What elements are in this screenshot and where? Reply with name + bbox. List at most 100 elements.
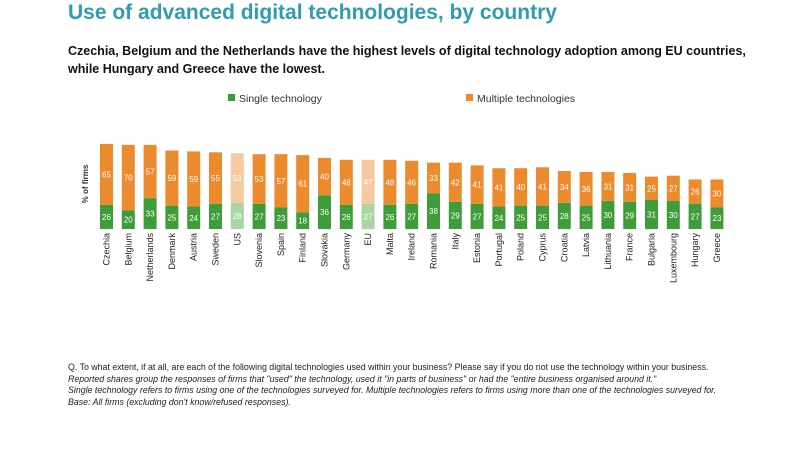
bar-multiple-belgium [121, 144, 135, 211]
label-multiple-malta: 48 [385, 178, 394, 187]
category-label-portugal: Portugal [494, 233, 504, 267]
bar-single-netherlands [143, 198, 157, 229]
label-single-latvia: 25 [582, 213, 591, 222]
label-single-estonia: 27 [473, 212, 482, 221]
bar-multiple-slovenia [252, 154, 266, 204]
definition-note: Single technology refers to firms using … [68, 385, 717, 396]
label-single-portugal: 24 [494, 214, 503, 223]
category-label-estonia: Estonia [472, 233, 482, 263]
category-label-malta: Malta [385, 233, 395, 255]
legend-multiple: Multiple technologies [466, 93, 575, 105]
bar-multiple-us [230, 153, 244, 203]
bar-single-slovakia [318, 195, 331, 229]
category-label-ireland: Ireland [407, 233, 417, 261]
label-single-netherlands: 33 [146, 210, 155, 219]
bar-multiple-hungary [688, 179, 702, 204]
bar-single-hungary [688, 203, 702, 229]
category-label-france: France [625, 233, 635, 261]
bar-single-sweden [209, 203, 222, 229]
label-multiple-ireland: 46 [407, 178, 416, 187]
label-multiple-lithuania: 31 [603, 182, 612, 191]
bar-single-us [230, 202, 244, 229]
category-label-poland: Poland [516, 233, 526, 261]
y-axis-label: % of firms [81, 164, 90, 203]
bar-single-bulgaria [645, 200, 658, 229]
category-label-us: US [232, 233, 242, 246]
label-multiple-denmark: 59 [167, 174, 176, 183]
label-single-italy: 29 [451, 211, 460, 220]
bar-multiple-lithuania [601, 171, 615, 201]
bar-multiple-romania [427, 162, 440, 194]
label-multiple-austria: 59 [189, 175, 198, 184]
bar-multiple-czechia [100, 143, 113, 205]
category-label-finland: Finland [298, 233, 308, 263]
label-multiple-cyprus: 41 [538, 182, 547, 191]
category-label-czechia: Czechia [102, 233, 112, 266]
label-single-greece: 23 [712, 214, 721, 223]
bar-multiple-eu [361, 159, 375, 204]
category-label-denmark: Denmark [167, 233, 177, 270]
bar-single-czechia [100, 204, 113, 229]
category-label-netherlands: Netherlands [145, 233, 155, 282]
label-single-us: 28 [233, 212, 242, 221]
category-label-slovakia: Slovakia [320, 233, 330, 267]
category-label-bulgaria: Bulgaria [647, 233, 657, 266]
label-multiple-italy: 42 [451, 178, 460, 187]
category-label-lithuania: Lithuania [603, 233, 613, 270]
label-multiple-czechia: 65 [102, 170, 111, 179]
label-single-slovakia: 36 [320, 208, 329, 217]
bar-single-luxembourg [666, 200, 680, 229]
category-label-croatia: Croatia [559, 233, 569, 262]
bar-single-germany [339, 204, 353, 229]
label-multiple-belgium: 70 [124, 174, 133, 183]
survey-question: Q. To what extent, if at all, are each o… [68, 362, 709, 372]
bar-multiple-estonia [470, 165, 484, 204]
legend-single-swatch [228, 94, 235, 101]
bar-single-finland [296, 212, 310, 229]
label-single-poland: 25 [516, 213, 525, 222]
label-single-lithuania: 30 [603, 211, 612, 220]
label-multiple-romania: 33 [429, 174, 438, 183]
bar-multiple-sweden [209, 152, 222, 204]
label-single-cyprus: 25 [538, 213, 547, 222]
label-multiple-hungary: 26 [691, 188, 700, 197]
label-single-germany: 26 [342, 213, 351, 222]
category-label-eu: EU [363, 233, 373, 246]
label-single-austria: 24 [189, 214, 198, 223]
legend-multiple-swatch [466, 94, 473, 101]
label-single-hungary: 27 [691, 212, 700, 221]
bar-multiple-denmark [165, 150, 179, 206]
label-single-luxembourg: 30 [669, 211, 678, 220]
label-multiple-luxembourg: 27 [669, 184, 678, 193]
bar-multiple-croatia [557, 171, 571, 203]
bar-single-croatia [557, 202, 571, 229]
category-label-greece: Greece [712, 233, 722, 263]
bar-single-austria [187, 206, 201, 229]
label-multiple-germany: 48 [342, 178, 351, 187]
label-single-belgium: 20 [124, 216, 133, 225]
bar-multiple-italy [448, 162, 462, 202]
legend-multiple-label: Multiple technologies [477, 93, 576, 105]
legend-single-label: Single technology [239, 93, 322, 105]
label-multiple-sweden: 55 [211, 174, 220, 183]
bar-single-cyprus [536, 205, 549, 229]
bar-multiple-malta [383, 159, 397, 205]
bar-single-spain [274, 207, 288, 229]
bar-multiple-greece [710, 179, 724, 208]
label-multiple-latvia: 36 [582, 185, 591, 194]
label-multiple-us: 53 [233, 174, 242, 183]
bar-single-poland [514, 205, 528, 229]
label-multiple-croatia: 34 [560, 183, 569, 192]
bar-multiple-luxembourg [666, 175, 680, 201]
label-multiple-poland: 40 [516, 183, 525, 192]
chart-notes: Q. To what extent, if at all, are each o… [68, 362, 748, 408]
label-multiple-slovakia: 40 [320, 173, 329, 182]
bar-multiple-ireland [405, 160, 419, 204]
base-note: Base: All firms (excluding don't know/re… [68, 396, 291, 407]
bar-multiple-latvia [579, 171, 593, 206]
category-label-latvia: Latvia [581, 233, 591, 257]
category-label-cyprus: Cyprus [538, 233, 548, 262]
label-single-sweden: 27 [211, 212, 220, 221]
label-single-romania: 38 [429, 207, 438, 216]
bar-single-italy [448, 201, 462, 229]
